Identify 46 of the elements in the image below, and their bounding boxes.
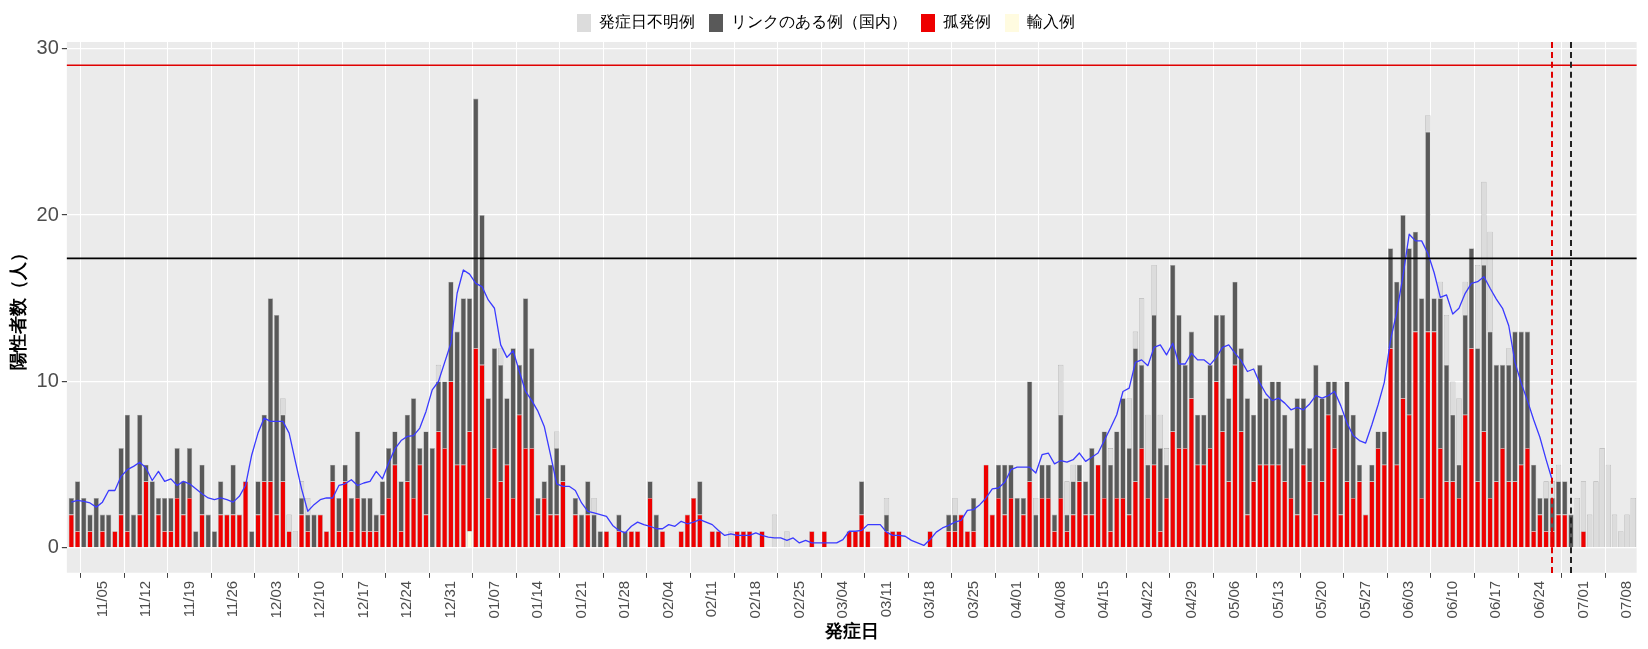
x-tick-label: 03/11 <box>876 580 894 618</box>
x-tick-label: 04/15 <box>1094 580 1112 619</box>
x-tick-label: 06/17 <box>1486 580 1504 619</box>
x-tick-label: 04/08 <box>1050 580 1068 619</box>
x-tick-label: 01/07 <box>484 580 502 619</box>
x-tick-label: 05/13 <box>1268 580 1286 619</box>
x-tick-label: 12/03 <box>266 580 284 619</box>
x-tick-label: 01/14 <box>528 580 546 619</box>
x-tick-label: 03/25 <box>963 580 981 619</box>
legend-label: 輸入例 <box>1027 13 1075 31</box>
y-tick-label: 30 <box>36 36 59 59</box>
y-tick-label: 20 <box>36 202 59 225</box>
legend-label: 発症日不明例 <box>599 13 695 31</box>
legend-label: 孤発例 <box>943 13 991 31</box>
x-tick-label: 03/04 <box>833 580 851 619</box>
x-tick-label: 05/20 <box>1312 580 1330 619</box>
legend-label: リンクのある例（国内） <box>731 13 907 31</box>
x-tick-label: 06/03 <box>1399 580 1417 619</box>
x-tick-label: 01/21 <box>571 580 589 619</box>
x-axis-title: 発症日 <box>823 621 879 642</box>
x-tick-label: 02/25 <box>789 580 807 619</box>
x-tick-label: 12/17 <box>353 580 371 619</box>
x-tick-label: 12/10 <box>310 580 328 619</box>
x-tick-label: 11/12 <box>136 580 154 618</box>
x-tick-label: 03/18 <box>920 580 938 619</box>
x-tick-label: 12/24 <box>397 580 415 619</box>
x-tick-label: 02/11 <box>702 580 720 618</box>
x-tick-label: 02/18 <box>745 580 763 619</box>
x-tick-label: 06/10 <box>1442 580 1460 619</box>
x-tick-label: 12/31 <box>441 580 459 619</box>
x-tick-label: 04/01 <box>1007 580 1025 619</box>
x-tick-label: 07/08 <box>1617 580 1635 619</box>
x-tick-label: 01/28 <box>615 580 633 619</box>
x-tick-label: 02/04 <box>658 580 676 619</box>
x-tick-label: 11/19 <box>179 580 197 618</box>
x-tick-label: 06/24 <box>1530 580 1548 619</box>
x-tick-label: 11/26 <box>223 580 241 618</box>
x-tick-label: 04/29 <box>1181 580 1199 619</box>
y-tick-label: 0 <box>47 535 59 558</box>
y-axis-title: 陽性者数（人） <box>7 244 28 371</box>
x-tick-label: 05/27 <box>1355 580 1373 619</box>
x-tick-label: 05/06 <box>1225 580 1243 619</box>
y-tick-label: 10 <box>36 369 59 391</box>
x-tick-label: 07/01 <box>1573 580 1591 619</box>
x-tick-label: 04/22 <box>1137 580 1155 619</box>
x-tick-label: 11/05 <box>92 580 110 618</box>
